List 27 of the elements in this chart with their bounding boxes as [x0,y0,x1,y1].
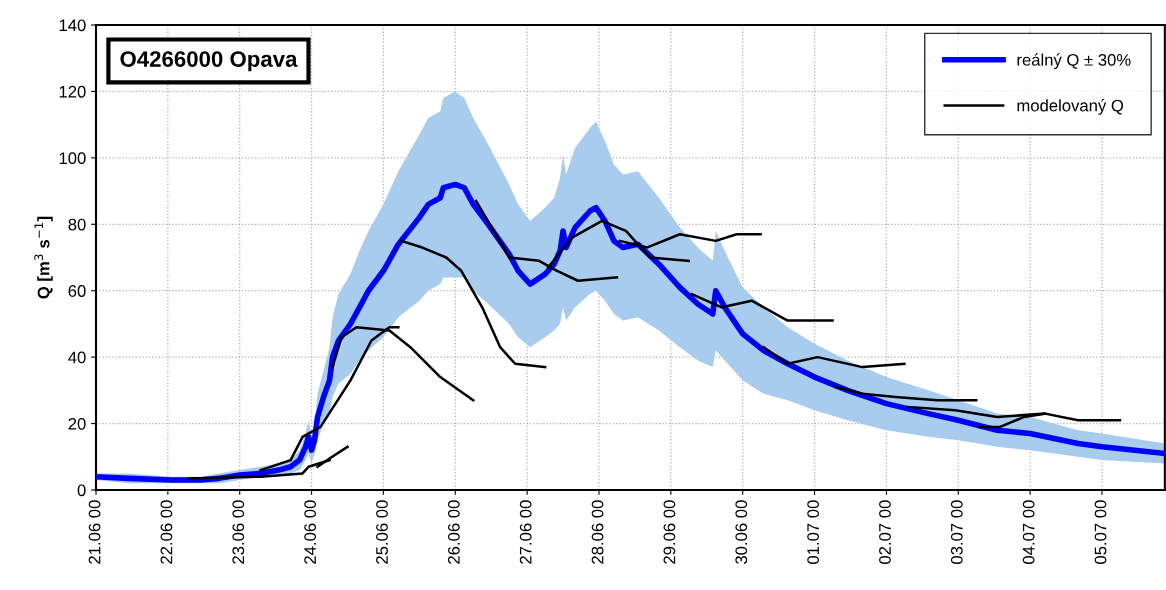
x-tick-label: 04.07 00 [1022,500,1035,564]
y-tick-label: 60 [68,285,86,297]
y-tick-label: 0 [77,484,86,497]
y-tick-label: 20 [68,417,86,430]
x-tick-label: 02.07 00 [879,500,891,564]
y-tick-label: 120 [59,85,86,98]
x-tick-label: 25.06 00 [376,500,388,564]
text: O4266000 Opava [120,51,298,72]
x-tick-label: 26.06 00 [447,500,460,564]
x-tick-label: 27.06 00 [519,500,532,564]
x-tick-label: 01.07 00 [807,500,820,564]
x-tick-label: 22.06 00 [160,500,173,564]
legend-label: reálný Q ± 30% [1017,53,1131,70]
x-tick-label: 05.07 00 [1094,500,1107,564]
x-tick-label: 23.06 00 [232,500,245,564]
x-tick-label: 03.07 00 [950,500,963,564]
y-tick-label: 140 [59,19,86,32]
x-tick-label: 24.06 00 [304,500,317,564]
y-tick-label: 100 [59,152,86,165]
x-tick-label: 30.06 00 [735,500,748,564]
y-tick-label: 40 [68,351,86,364]
y-tick-label: 80 [68,218,86,231]
x-tick-label: 28.06 00 [591,500,604,564]
y-axis-title: Q [m$^{3}$ s$^{−1}$] [34,216,53,299]
legend-label: modelovaný Q [1017,99,1124,115]
x-tick-label: 21.06 00 [88,500,101,564]
x-tick-label: 29.06 00 [663,500,676,564]
